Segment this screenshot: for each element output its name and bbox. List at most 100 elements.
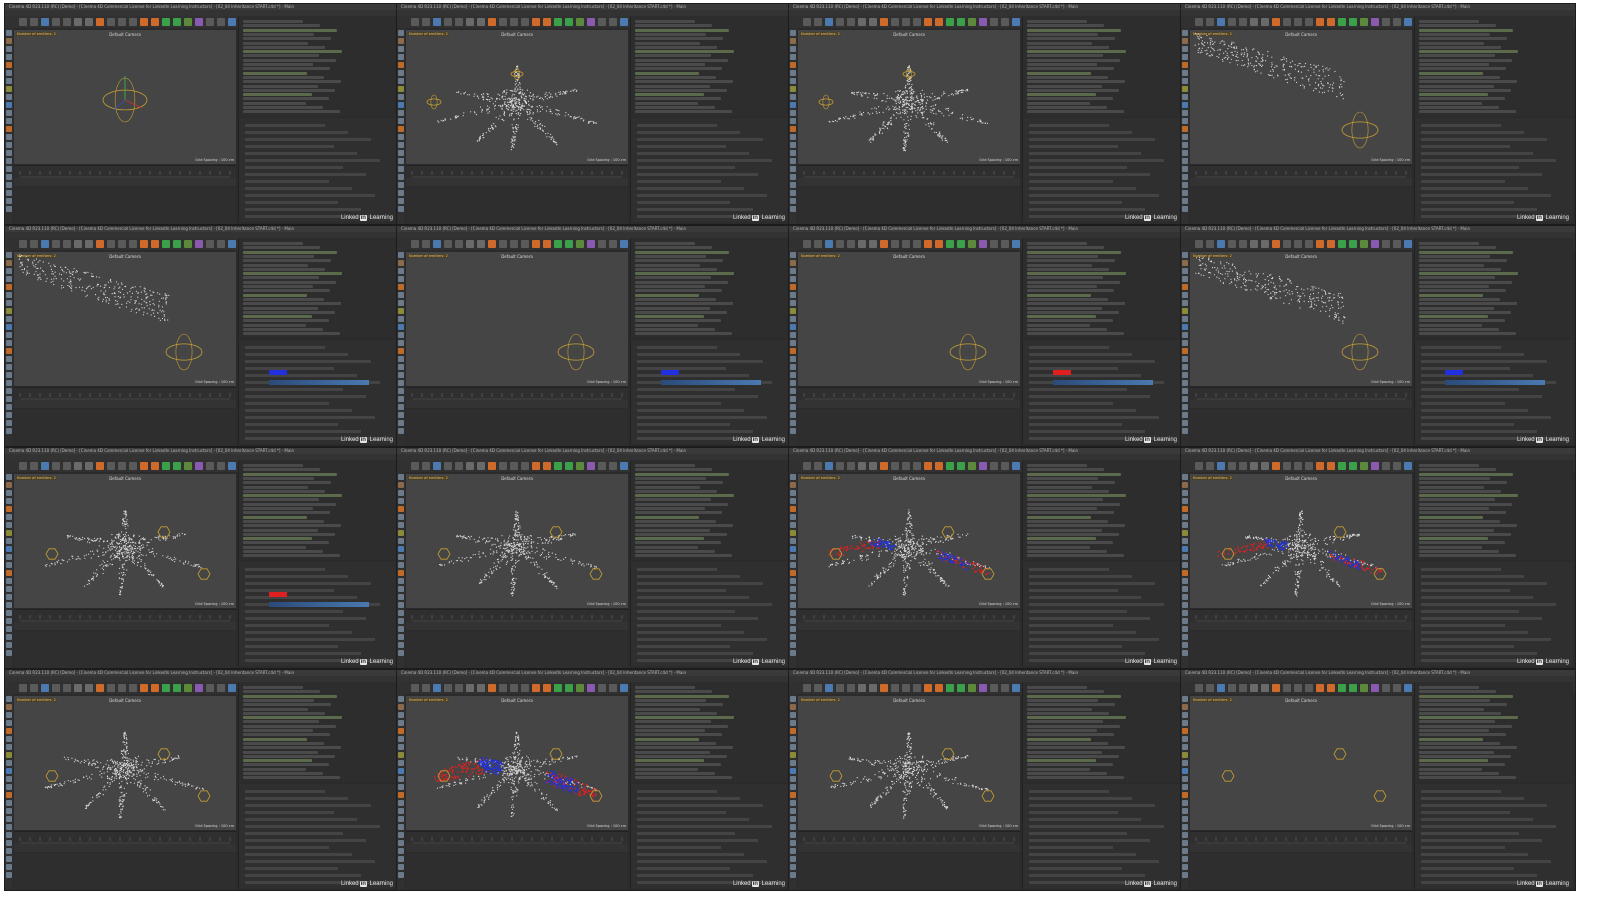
object-row[interactable] — [1419, 28, 1513, 32]
tool-button[interactable] — [6, 364, 12, 370]
tool-button[interactable] — [790, 514, 796, 520]
object-row[interactable] — [1027, 315, 1096, 319]
toolbar-button[interactable] — [107, 240, 115, 248]
thumbnail[interactable]: Cinema 4D R23.110 (RC) [Demo] - [Cinema … — [396, 447, 792, 669]
viewport[interactable]: Default Camera Number of emitters: 2 Grid … — [14, 30, 236, 164]
tool-button[interactable] — [1182, 388, 1188, 394]
tool-button[interactable] — [6, 198, 12, 204]
attribute-row[interactable] — [1421, 159, 1556, 162]
tool-button[interactable] — [398, 372, 404, 378]
tool-button[interactable] — [398, 348, 404, 354]
object-row[interactable] — [1419, 323, 1482, 327]
tool-button[interactable] — [6, 252, 12, 258]
attribute-row[interactable] — [245, 659, 384, 662]
attribute-row[interactable] — [637, 402, 721, 405]
tool-button[interactable] — [790, 198, 796, 204]
object-row[interactable] — [635, 545, 698, 549]
tool-button[interactable] — [6, 150, 12, 156]
gradient-bar[interactable] — [1053, 380, 1153, 385]
timeline[interactable] — [1190, 387, 1412, 400]
attribute-row[interactable] — [637, 194, 767, 197]
object-row[interactable] — [635, 41, 700, 45]
toolbar-button[interactable] — [587, 18, 595, 26]
tool-button[interactable] — [790, 38, 796, 44]
thumbnail[interactable]: Cinema 4D R23.110 (RC) [Demo] - [Cinema … — [4, 3, 400, 225]
toolbar-button[interactable] — [466, 462, 474, 470]
attribute-row[interactable] — [1029, 437, 1168, 440]
toolbar-button[interactable] — [1382, 18, 1390, 26]
attribute-row[interactable] — [1029, 159, 1164, 162]
object-row[interactable] — [243, 328, 323, 331]
object-row[interactable] — [635, 507, 705, 510]
tool-button[interactable] — [398, 324, 404, 330]
viewport[interactable]: Default Camera Number of emitters: 2 Grid … — [14, 252, 236, 386]
tool-button[interactable] — [6, 514, 12, 520]
attribute-row[interactable] — [245, 124, 325, 127]
tool-button[interactable] — [790, 300, 796, 306]
toolbar-button[interactable] — [609, 462, 617, 470]
toolbar-button[interactable] — [444, 462, 452, 470]
toolbar-button[interactable] — [1360, 18, 1368, 26]
attribute-row[interactable] — [1421, 173, 1542, 176]
object-row[interactable] — [635, 263, 700, 267]
object-row[interactable] — [1027, 28, 1121, 32]
toolbar-button[interactable] — [924, 18, 932, 26]
toolbar-button[interactable] — [979, 462, 987, 470]
tool-button[interactable] — [398, 308, 404, 314]
tool-button[interactable] — [6, 618, 12, 624]
tool-button[interactable] — [6, 86, 12, 92]
tool-button[interactable] — [1182, 308, 1188, 314]
toolbar-button[interactable] — [1239, 240, 1247, 248]
attribute-row[interactable] — [637, 152, 749, 155]
tool-button[interactable] — [1182, 142, 1188, 148]
object-row[interactable] — [635, 88, 727, 92]
toolbar-button[interactable] — [422, 462, 430, 470]
toolbar-button[interactable] — [1294, 240, 1302, 248]
tool-button[interactable] — [790, 396, 796, 402]
attribute-row[interactable] — [1421, 194, 1551, 197]
tool-button[interactable] — [790, 388, 796, 394]
tool-button[interactable] — [1182, 356, 1188, 362]
tool-button[interactable] — [6, 506, 12, 512]
object-row[interactable] — [635, 272, 734, 276]
attribute-row[interactable] — [245, 173, 366, 176]
attribute-row[interactable] — [637, 138, 763, 141]
tool-button[interactable] — [1182, 260, 1188, 266]
attribute-row[interactable] — [1029, 208, 1145, 211]
object-row[interactable] — [243, 545, 306, 549]
object-row[interactable] — [243, 537, 312, 541]
attribute-row[interactable] — [637, 145, 726, 148]
thumbnail[interactable]: Cinema 4D R23.110 (RC) [Demo] - [Cinema … — [1180, 225, 1576, 447]
object-row[interactable] — [1027, 32, 1098, 36]
tool-button[interactable] — [398, 498, 404, 504]
attribute-row[interactable] — [637, 645, 730, 648]
tool-button[interactable] — [6, 182, 12, 188]
toolbar-button[interactable] — [1217, 18, 1225, 26]
object-row[interactable] — [635, 267, 717, 271]
attribute-row[interactable] — [1029, 201, 1122, 204]
toolbar-button[interactable] — [118, 462, 126, 470]
tool-button[interactable] — [1182, 118, 1188, 124]
tool-button[interactable] — [398, 554, 404, 560]
attribute-row[interactable] — [1029, 166, 1127, 169]
tool-button[interactable] — [398, 514, 404, 520]
toolbar-button[interactable] — [620, 18, 628, 26]
toolbar-button[interactable] — [913, 462, 921, 470]
tool-button[interactable] — [6, 78, 12, 84]
tool-button[interactable] — [1182, 348, 1188, 354]
tool-button[interactable] — [6, 522, 12, 528]
toolbar-button[interactable] — [1012, 18, 1020, 26]
attribute-row[interactable] — [1029, 215, 1168, 218]
tool-button[interactable] — [790, 380, 796, 386]
toolbar-button[interactable] — [85, 240, 93, 248]
object-row[interactable] — [635, 37, 723, 41]
tool-button[interactable] — [398, 474, 404, 480]
toolbar-button[interactable] — [957, 18, 965, 26]
object-row[interactable] — [1027, 54, 1103, 58]
attribute-row[interactable] — [245, 208, 361, 211]
attribute-row[interactable] — [1029, 152, 1141, 155]
tool-button[interactable] — [790, 364, 796, 370]
thumbnail[interactable]: Cinema 4D R23.110 (RC) [Demo] - [Cinema … — [788, 447, 1184, 669]
object-row[interactable] — [635, 306, 710, 310]
tool-button[interactable] — [6, 158, 12, 164]
